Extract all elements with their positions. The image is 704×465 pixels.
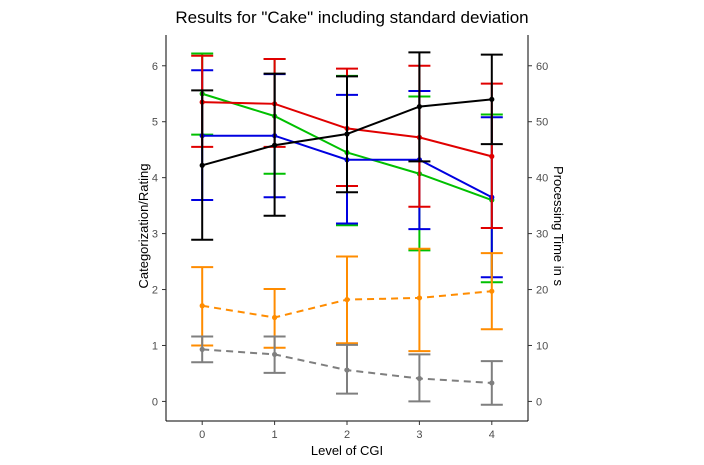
data-point <box>489 380 495 386</box>
data-point <box>199 303 205 309</box>
data-point <box>416 295 422 301</box>
series-marks <box>191 51 503 406</box>
y-tick-label-left: 1 <box>152 340 158 352</box>
data-point <box>489 96 495 102</box>
series-3 <box>191 51 503 241</box>
y-axis-label-left: Categorization/Rating <box>136 163 151 288</box>
data-point <box>344 297 350 303</box>
data-point <box>489 153 495 159</box>
data-point <box>272 314 278 321</box>
data-point <box>344 131 350 137</box>
data-point <box>344 367 350 373</box>
y-tick-label-right: 30 <box>536 229 548 241</box>
y-tick-label-right: 20 <box>536 285 548 297</box>
x-tick-label: 2 <box>344 429 350 441</box>
x-tick-label: 4 <box>489 429 495 441</box>
data-point <box>272 142 278 148</box>
y-tick-label-right: 0 <box>536 396 542 408</box>
chart-title: Results for "Cake" including standard de… <box>175 8 528 27</box>
data-point <box>416 375 422 382</box>
data-point <box>272 351 278 358</box>
series-4 <box>191 247 503 353</box>
y-tick-label-left: 6 <box>152 61 158 73</box>
x-tick-label: 0 <box>199 429 205 441</box>
x-tick-label: 3 <box>416 429 422 441</box>
series-5 <box>191 335 503 406</box>
y-tick-label-right: 50 <box>536 117 548 129</box>
y-tick-label-left: 5 <box>152 117 158 129</box>
y-tick-label-left: 3 <box>152 229 158 241</box>
y-tick-label-right: 40 <box>536 173 548 185</box>
data-point <box>199 162 205 168</box>
data-point <box>416 104 422 110</box>
data-point <box>199 346 205 352</box>
y-tick-label-left: 0 <box>152 396 158 408</box>
y-tick-label-right: 60 <box>536 61 548 73</box>
x-tick-label: 1 <box>272 429 278 441</box>
y-tick-label-left: 4 <box>152 173 158 185</box>
y-axis-label-right: Processing Time in s <box>551 166 566 286</box>
data-point <box>489 288 495 294</box>
y-tick-label-right: 10 <box>536 340 548 352</box>
x-axis-label: Level of CGI <box>311 443 383 458</box>
y-tick-label-left: 2 <box>152 285 158 297</box>
